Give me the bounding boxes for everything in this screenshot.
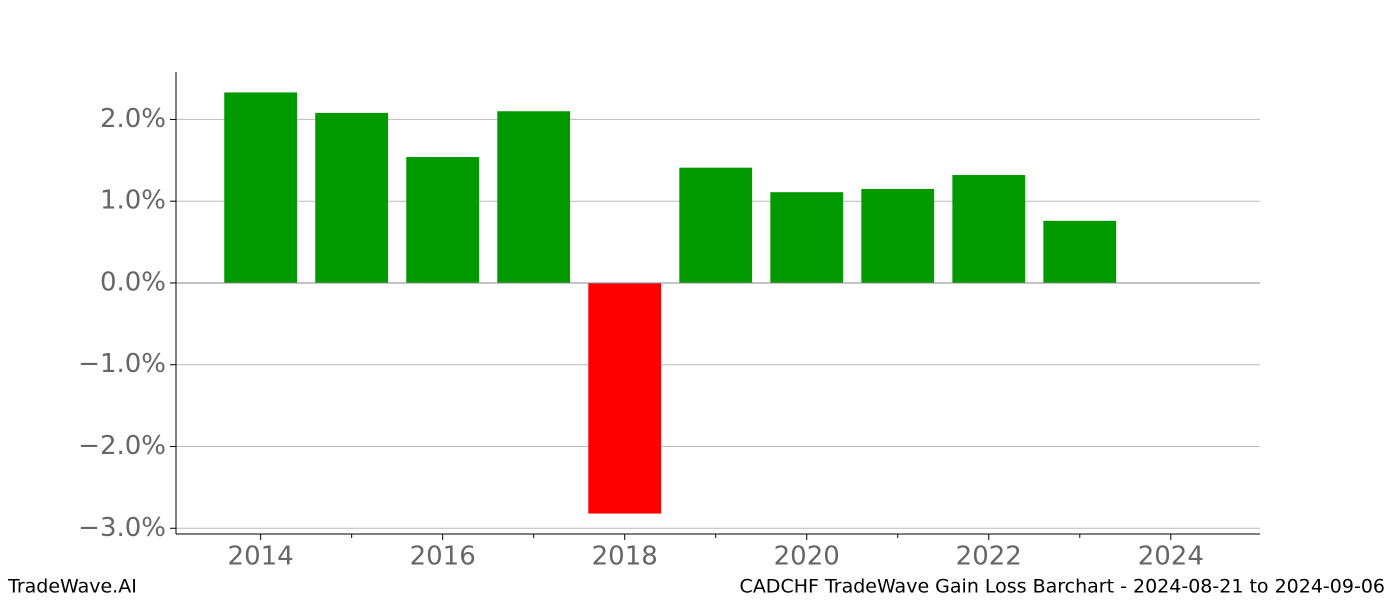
chart-title: CADCHF TradeWave Gain Loss Barchart - 20… [740, 576, 1385, 598]
x-tick-label: 2016 [410, 542, 476, 572]
bar [224, 92, 298, 283]
y-tick-label: 0.0% [100, 267, 166, 297]
bar [861, 188, 935, 283]
bar [315, 112, 389, 283]
y-tick-label: 1.0% [100, 186, 166, 216]
x-tick-label: 2022 [956, 542, 1022, 572]
x-tick-label: 2024 [1138, 542, 1204, 572]
bar [1043, 220, 1117, 283]
y-tick-label: 2.0% [100, 104, 166, 134]
x-tick-label: 2014 [228, 542, 294, 572]
x-tick-label: 2018 [592, 542, 658, 572]
bar [588, 282, 662, 514]
bar [952, 175, 1026, 283]
bar [679, 167, 753, 283]
bar [770, 192, 844, 283]
watermark: TradeWave.AI [7, 576, 137, 598]
y-tick-label: −3.0% [78, 513, 166, 543]
x-tick-label: 2020 [774, 542, 840, 572]
bar [497, 111, 571, 283]
y-tick-label: −2.0% [78, 431, 166, 461]
y-tick-label: −1.0% [78, 349, 166, 379]
bar [406, 157, 480, 283]
